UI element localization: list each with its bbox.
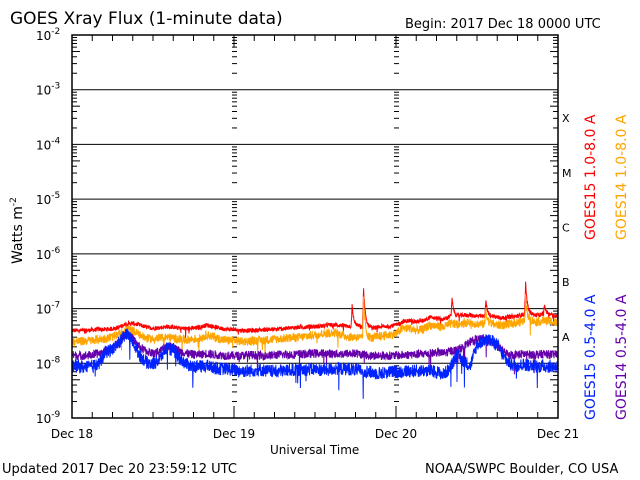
- series-line-goes15-0-5-4-0-a: [72, 328, 559, 399]
- credit-label: NOAA/SWPC Boulder, CO USA: [425, 462, 618, 477]
- series-line-goes14-1-0-8-0-a: [71, 293, 559, 359]
- x-axis-label: Universal Time: [270, 443, 359, 457]
- begin-label: Begin: 2017 Dec 18 0000 UTC: [405, 17, 601, 32]
- flare-class-label: A: [562, 331, 570, 344]
- y-axis-label-text: Watts m-2: [9, 197, 26, 264]
- x-tick-label: Dec 18: [51, 427, 93, 441]
- y-tick-label: 10-5: [36, 191, 60, 207]
- flare-class-label: C: [562, 222, 570, 235]
- flare-class-label: X: [562, 112, 570, 125]
- plot-frame: [71, 34, 559, 419]
- series-line-goes15-1-0-8-0-a: [71, 281, 559, 339]
- y-tick-label: 10-7: [36, 301, 60, 317]
- flare-class-label: M: [562, 167, 572, 180]
- x-tick-label: Dec 19: [213, 427, 255, 441]
- y-tick-label: 10-8: [36, 355, 61, 371]
- y-tick-label: 10-9: [36, 410, 61, 426]
- x-tick-label: Dec 20: [375, 427, 417, 441]
- chart-title: GOES Xray Flux (1-minute data): [10, 9, 283, 29]
- legend-label: GOES15 1.0-8.0 A: [583, 114, 599, 240]
- legend-label: GOES15 0.5-4.0 A: [583, 294, 599, 420]
- y-tick-label: 10-2: [36, 27, 60, 43]
- flare-class-label: B: [562, 276, 570, 289]
- x-tick-label: Dec 21: [537, 427, 579, 441]
- legend-label: GOES14 0.5-4.0 A: [614, 294, 630, 420]
- y-tick-label: 10-6: [36, 246, 61, 262]
- y-axis-label: Watts m-2: [9, 197, 26, 264]
- updated-label: Updated 2017 Dec 20 23:59:12 UTC: [2, 462, 237, 477]
- y-tick-label: 10-3: [36, 82, 60, 98]
- legend-label: GOES14 1.0-8.0 A: [614, 114, 630, 240]
- y-tick-label: 10-4: [36, 136, 61, 152]
